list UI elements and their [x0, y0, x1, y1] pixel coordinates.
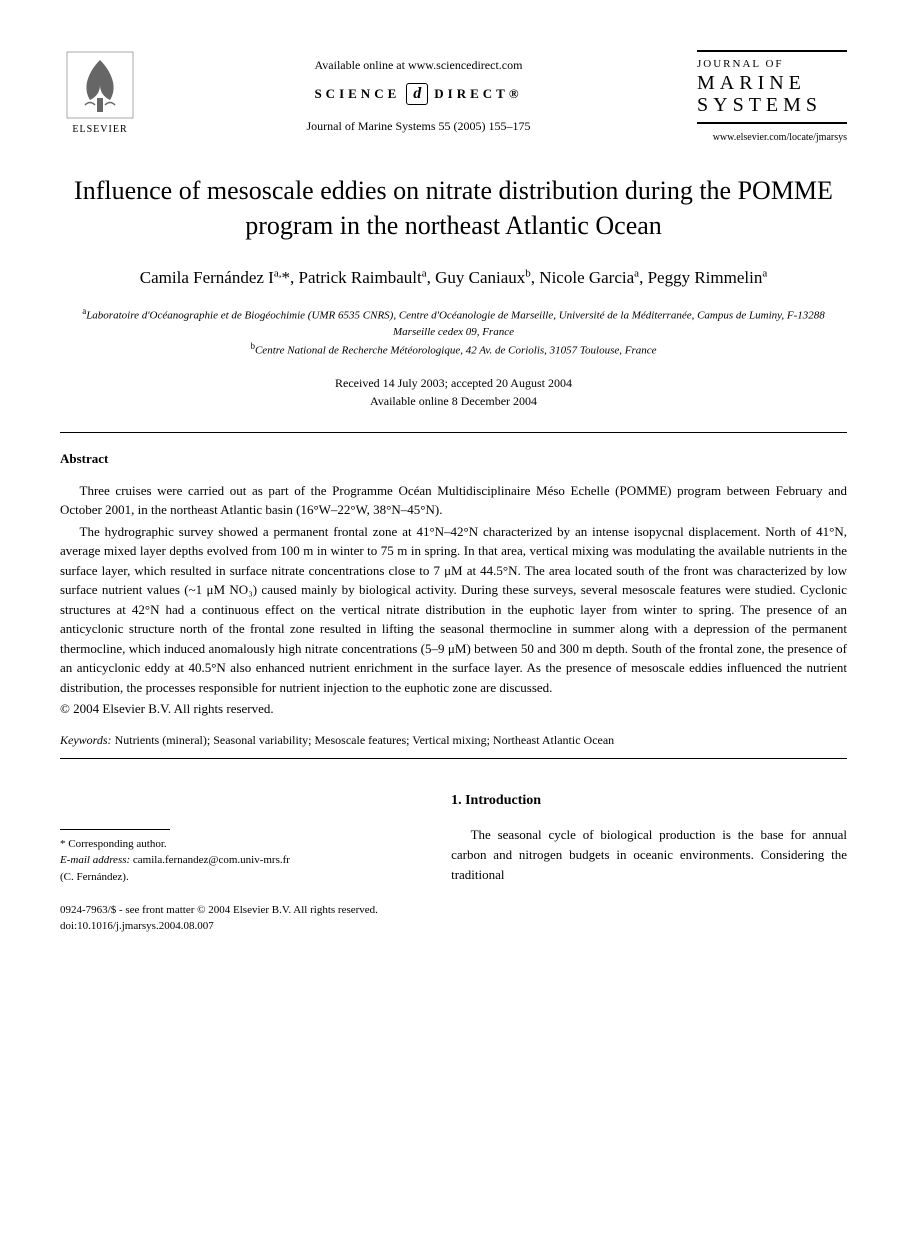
- publisher-name: ELSEVIER: [72, 124, 127, 135]
- divider-top: [60, 432, 847, 433]
- sd-d-icon: d: [406, 83, 428, 105]
- divider-bottom: [60, 758, 847, 759]
- abstract-p2: The hydrographic survey showed a permane…: [60, 522, 847, 698]
- email-label: E-mail address:: [60, 854, 130, 866]
- available-online-text: Available online at www.sciencedirect.co…: [140, 58, 697, 73]
- journal-line1: JOURNAL OF: [697, 58, 847, 70]
- corresponding-author-note: * Corresponding author. E-mail address: …: [60, 836, 411, 886]
- available-online-date: Available online 8 December 2004: [60, 392, 847, 410]
- page-footer: 0924-7963/$ - see front matter © 2004 El…: [60, 903, 847, 934]
- received-accepted: Received 14 July 2003; accepted 20 Augus…: [60, 374, 847, 392]
- author-list: Camila Fernández Ia,*, Patrick Raimbault…: [60, 265, 847, 291]
- abstract-heading: Abstract: [60, 451, 847, 467]
- keywords-text: Nutrients (mineral); Seasonal variabilit…: [115, 733, 615, 747]
- article-title: Influence of mesoscale eddies on nitrate…: [60, 173, 847, 243]
- page-header: ELSEVIER Available online at www.science…: [60, 50, 847, 143]
- elsevier-tree-icon: [65, 50, 135, 120]
- affiliation-a: aLaboratoire d'Océanographie et de Biogé…: [60, 305, 847, 341]
- journal-url: www.elsevier.com/locate/jmarsys: [697, 132, 847, 143]
- sciencedirect-logo: SCIENCE d DIRECT®: [314, 83, 522, 105]
- copyright-line: © 2004 Elsevier B.V. All rights reserved…: [60, 701, 847, 717]
- sd-text-right: DIRECT®: [434, 86, 522, 102]
- keywords: Keywords: Nutrients (mineral); Seasonal …: [60, 733, 847, 748]
- journal-line3: SYSTEMS: [697, 94, 847, 116]
- corr-author-text: * Corresponding author.: [60, 836, 411, 853]
- lower-columns: * Corresponding author. E-mail address: …: [60, 793, 847, 885]
- intro-heading: 1. Introduction: [451, 793, 847, 809]
- center-header: Available online at www.sciencedirect.co…: [140, 50, 697, 140]
- affiliation-b: bCentre National de Recherche Météorolog…: [60, 340, 847, 359]
- left-column: * Corresponding author. E-mail address: …: [60, 793, 411, 885]
- footnote-divider: [60, 829, 170, 830]
- publisher-logo: ELSEVIER: [60, 50, 140, 135]
- article-dates: Received 14 July 2003; accepted 20 Augus…: [60, 374, 847, 410]
- email-author-name: (C. Fernández).: [60, 869, 411, 886]
- keywords-label: Keywords:: [60, 733, 112, 747]
- email-address: camila.fernandez@com.univ-mrs.fr: [133, 854, 290, 866]
- citation-line: Journal of Marine Systems 55 (2005) 155–…: [140, 119, 697, 134]
- journal-line2: MARINE: [697, 72, 847, 94]
- doi-line: doi:10.1016/j.jmarsys.2004.08.007: [60, 919, 847, 934]
- right-column: 1. Introduction The seasonal cycle of bi…: [451, 793, 847, 885]
- intro-p1: The seasonal cycle of biological product…: [451, 825, 847, 885]
- corr-email-line: E-mail address: camila.fernandez@com.uni…: [60, 852, 411, 869]
- issn-line: 0924-7963/$ - see front matter © 2004 El…: [60, 903, 847, 918]
- affiliations: aLaboratoire d'Océanographie et de Biogé…: [60, 305, 847, 360]
- journal-branding: JOURNAL OF MARINE SYSTEMS www.elsevier.c…: [697, 50, 847, 143]
- abstract-p1: Three cruises were carried out as part o…: [60, 481, 847, 520]
- sd-text-left: SCIENCE: [314, 86, 400, 102]
